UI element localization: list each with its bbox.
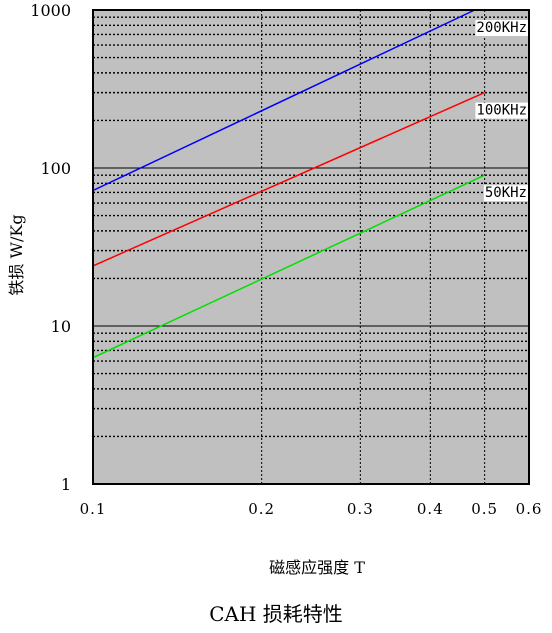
chart-title: CAH 损耗特性 [209, 602, 343, 626]
y-axis-title: 铁损 W/Kg [7, 214, 26, 295]
x-tick-label: 0.1 [80, 500, 107, 518]
y-tick-label: 1000 [30, 1, 71, 20]
y-tick-label: 100 [40, 159, 71, 178]
grid [93, 9, 529, 485]
series-line-50KHz [92, 174, 485, 359]
series-label-100KHz: 100KHz [476, 103, 527, 119]
series-label-bg [475, 20, 528, 36]
y-tick-label: 10 [51, 317, 71, 336]
plot-frame [92, 9, 530, 485]
x-tick-label: 0.3 [347, 500, 374, 518]
y-tick-labels: 1 10 100 1000 [30, 1, 71, 494]
series-label-50KHz: 50KHz [485, 185, 527, 201]
series-label-bg [483, 185, 528, 202]
series-label-200KHz: 200KHz [476, 20, 527, 36]
x-tick-label: 0.4 [417, 500, 444, 518]
series-labels: 200KHz 100KHz 50KHz [475, 20, 528, 202]
y-tick-label: 1 [61, 475, 71, 494]
series-line-200KHz [92, 9, 476, 192]
plot-area [93, 10, 529, 484]
x-tick-label: 0.2 [248, 500, 275, 518]
series-group [92, 9, 485, 359]
x-tick-label: 0.5 [471, 500, 498, 518]
x-tick-labels: 0.1 0.2 0.3 0.4 0.5 0.6 [80, 500, 543, 518]
x-axis-title: 磁感应强度 T [269, 558, 365, 577]
series-label-bg [475, 102, 528, 119]
x-tick-label: 0.6 [516, 500, 543, 518]
series-line-100KHz [92, 91, 485, 267]
